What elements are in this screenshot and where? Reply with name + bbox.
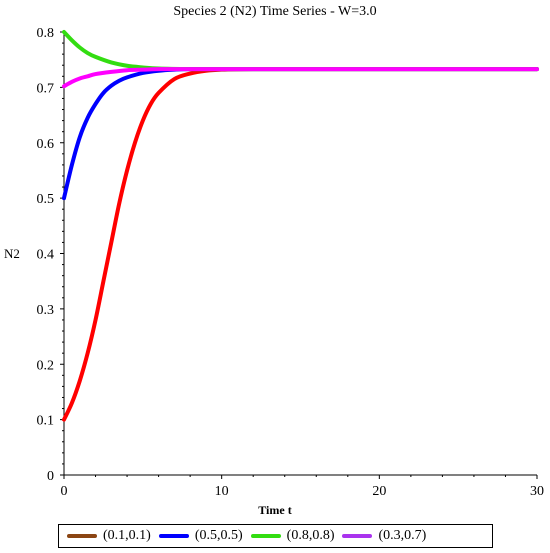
y-tick-label: 0.3 [37, 303, 55, 318]
x-tick-label: 0 [61, 484, 68, 499]
legend-swatch [342, 534, 373, 538]
legend-item-3: (0.8,0.8) [250, 528, 335, 544]
legend-item-1: (0.1,0.1) [67, 528, 151, 544]
y-tick-label: 0.7 [37, 81, 55, 96]
legend-item-4: (0.3,0.7) [342, 528, 426, 544]
y-tick-label: 0 [47, 469, 54, 484]
y-tick-label: 0.1 [37, 414, 55, 429]
legend-label: (0.5,0.5) [194, 528, 243, 543]
legend-label: (0.3,0.7) [378, 528, 427, 543]
chart-plot: 0 10 20 30 0 0.1 0.2 0.3 0.4 0.5 0.6 0.7 0.8 [37, 26, 545, 499]
y-tick-label: 0.8 [37, 26, 55, 41]
series-line-2 [62, 67, 539, 201]
legend-swatch [250, 534, 281, 538]
y-tick-label: 0.5 [37, 192, 55, 207]
y-axis-label: N2 [4, 246, 20, 261]
legend-label: (0.1,0.1) [103, 528, 151, 543]
series-line-3 [62, 30, 539, 72]
legend-item-2: (0.5,0.5) [158, 528, 243, 544]
legend-swatch [158, 534, 189, 538]
legend-label: (0.8,0.8) [286, 528, 335, 543]
x-tick-label: 30 [530, 484, 544, 499]
legend-swatch [67, 534, 97, 538]
y-tick-label: 0.6 [37, 137, 55, 152]
series-line-4 [62, 67, 539, 89]
y-tick-label: 0.4 [37, 248, 55, 263]
y-tick-label: 0.2 [37, 358, 55, 373]
series-line-1 [62, 67, 539, 422]
x-axis-label: Time t [258, 503, 292, 517]
chart-title: Species 2 (N2) Time Series - W=3.0 [173, 4, 377, 19]
x-tick-label: 20 [372, 484, 386, 499]
legend: (0.1,0.1) (0.5,0.5) (0.8,0.8) (0.3,0.7) [58, 524, 493, 548]
x-tick-label: 10 [215, 484, 229, 499]
